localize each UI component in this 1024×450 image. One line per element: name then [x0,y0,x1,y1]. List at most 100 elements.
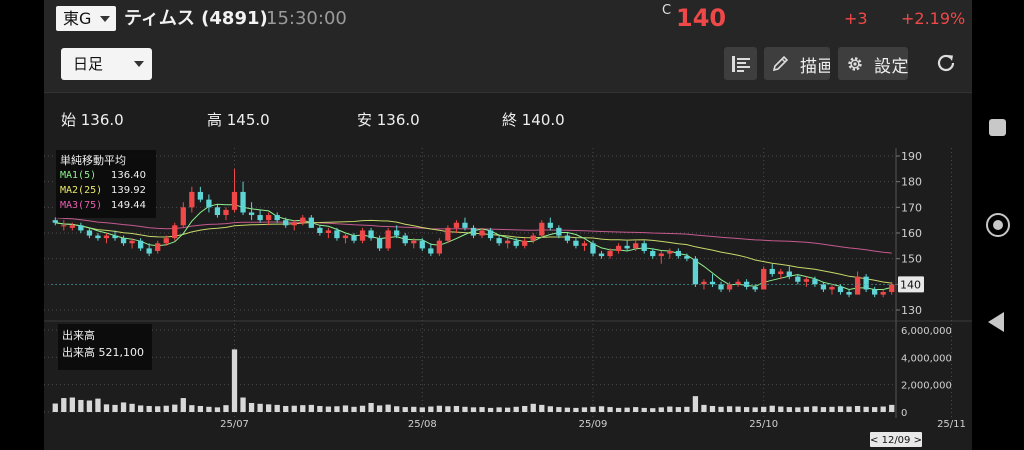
volume-bar [573,407,579,412]
volume-bar [701,404,707,412]
volume-bar [709,405,716,412]
volume-title: 出来高 [62,329,95,342]
candle-body [462,222,468,228]
price-volume-chart[interactable]: 190 180 170 160 150 140 130 6,000,000 4,000,000 2… [44,140,972,450]
volume-bar [445,406,451,412]
volume-bar [812,406,818,412]
volume-bar [650,408,656,412]
candle-body [428,248,434,254]
candle-body [872,289,878,295]
candle-body [786,271,792,277]
back-icon[interactable] [988,312,1004,332]
settings-button-label: 設定 [874,57,908,77]
candle-body [436,240,443,254]
recent-apps-icon[interactable] [989,119,1006,136]
draw-button[interactable]: 描画 [764,47,830,80]
indicator-list-button[interactable] [724,47,757,80]
volume-bar [197,405,204,412]
volume-bar [607,407,613,412]
volume-bar [803,406,810,412]
candle-body [701,281,707,285]
candle-body [539,222,545,236]
candle-body [530,235,536,241]
volume-bar [419,407,425,412]
price-flag: C [662,3,672,18]
cursor-date-label: < 12/09 > [870,435,922,446]
candle-body [342,235,349,239]
candle-body [120,238,127,244]
volume-bar [231,349,238,412]
candle-body [231,191,238,210]
volume-bar [761,406,767,412]
volume-bar [317,405,323,412]
volume-bar [684,406,690,412]
ma3-value: 149.44 [111,200,146,211]
candle-body [266,215,272,221]
volume-bar [291,405,297,412]
date-tick-label: 25/11 [937,419,966,430]
period-select[interactable]: 日足 [61,48,152,80]
current-price: 140 [676,4,727,32]
candle-body [761,268,767,290]
volume-bar [189,405,195,412]
volume-bar [436,405,443,412]
candle-body [880,292,886,295]
volume-bar [103,404,110,412]
candle-body [778,271,784,275]
volume-bar [820,407,827,412]
gear-icon [848,57,862,71]
stock-name: ティムス (4891) [124,8,268,29]
candle-body [334,230,340,239]
settings-button[interactable]: 設定 [838,47,908,80]
candle-body [411,240,417,244]
volume-bar [872,407,878,412]
refresh-button[interactable] [934,51,958,75]
price-change-percent: +2.19% [901,9,966,28]
volume-bar [837,406,844,412]
candle-body [658,253,664,257]
candle-body [479,230,485,236]
volume-bar [889,404,895,412]
volume-bar [615,407,622,412]
volume-bar [274,404,280,412]
volume-bar [86,400,93,412]
volume-bar [163,405,169,412]
volume-bar [598,406,605,412]
candle-body [581,243,588,246]
volume-bar [394,406,400,412]
volume-bar [633,407,639,412]
candle-body [368,230,374,239]
candle-body [684,256,690,259]
volume-bar [778,406,784,412]
candle-body [726,284,733,290]
volume-bar [359,405,366,412]
ma3-label: MA3(75) [60,200,103,211]
candle-body [487,230,494,239]
system-nav-bar [972,0,1024,450]
volume-bar [155,406,161,412]
volume-bar [112,404,118,412]
volume-bar [692,396,699,412]
candle-body [172,225,178,239]
market-select[interactable]: 東G [56,6,116,31]
candle-body [820,284,827,290]
price-tick-label: 170 [901,201,922,214]
draw-button-label: 描画 [800,57,830,77]
ma2-value: 139.92 [111,185,146,196]
candle-body [769,268,775,275]
candle-body [445,227,451,241]
candle-body [846,292,852,295]
ohlc-row: 始 136.0 高 145.0 安 136.0 終 140.0 [44,94,972,140]
candle-body [863,276,869,290]
quote-header: 東G ティムス (4891) 15:30:00 C 140 +3 +2.19% [44,0,972,37]
volume-bar [743,407,750,412]
volume-tick-label: 0 [901,408,907,419]
candle-body [223,209,229,216]
close-price: 終 140.0 [502,111,565,129]
candle-body [137,240,144,249]
home-icon[interactable] [986,213,1010,237]
candle-body [615,245,622,251]
volume-bar [479,407,485,412]
volume-bar [172,404,178,412]
candle-body [376,238,383,249]
